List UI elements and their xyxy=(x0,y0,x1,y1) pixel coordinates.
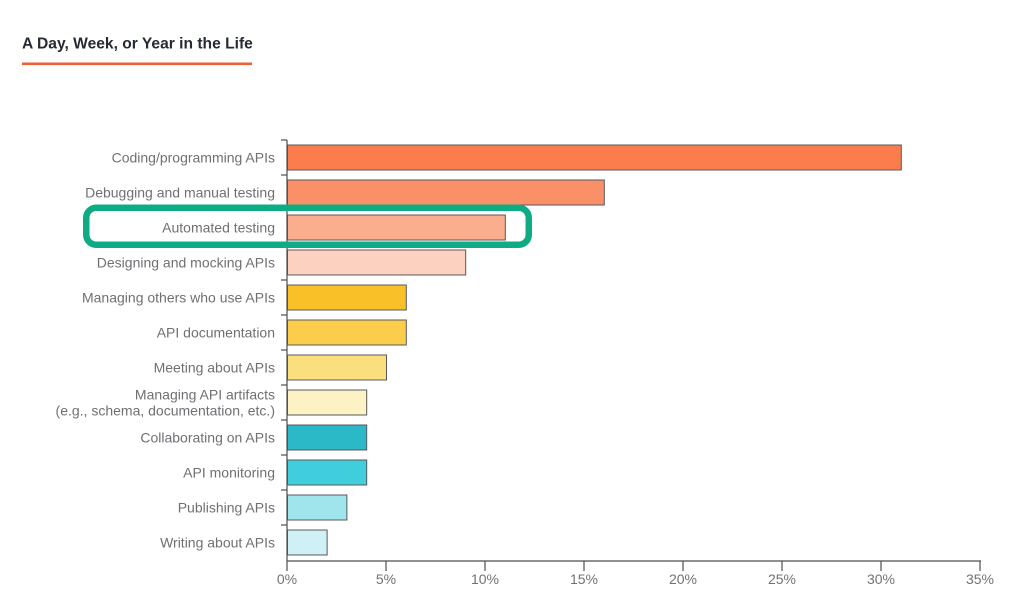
svg-text:Designing and mocking APIs: Designing and mocking APIs xyxy=(97,255,275,271)
svg-text:API documentation: API documentation xyxy=(157,325,275,341)
svg-text:(e.g., schema, documentation,: (e.g., schema, documentation, etc.) xyxy=(56,403,275,419)
svg-text:Meeting about APIs: Meeting about APIs xyxy=(154,360,275,376)
svg-text:Managing others who use APIs: Managing others who use APIs xyxy=(82,290,275,306)
svg-text:15%: 15% xyxy=(570,571,598,587)
svg-text:Debugging and manual testing: Debugging and manual testing xyxy=(85,185,275,201)
svg-text:25%: 25% xyxy=(768,571,796,587)
svg-text:API monitoring: API monitoring xyxy=(183,465,275,481)
svg-text:35%: 35% xyxy=(966,571,994,587)
svg-text:Publishing APIs: Publishing APIs xyxy=(178,500,275,516)
svg-text:Coding/programming APIs: Coding/programming APIs xyxy=(112,150,275,166)
svg-text:20%: 20% xyxy=(669,571,697,587)
svg-text:Collaborating on APIs: Collaborating on APIs xyxy=(140,430,275,446)
svg-text:Automated testing: Automated testing xyxy=(162,220,275,236)
svg-text:0%: 0% xyxy=(277,571,297,587)
svg-text:5%: 5% xyxy=(376,571,396,587)
svg-text:Writing about APIs: Writing about APIs xyxy=(160,535,275,551)
svg-text:30%: 30% xyxy=(867,571,895,587)
svg-text:Managing API artifacts: Managing API artifacts xyxy=(135,387,275,403)
svg-text:A Day, Week, or Year in the Li: A Day, Week, or Year in the Life xyxy=(22,36,253,53)
svg-text:10%: 10% xyxy=(471,571,499,587)
